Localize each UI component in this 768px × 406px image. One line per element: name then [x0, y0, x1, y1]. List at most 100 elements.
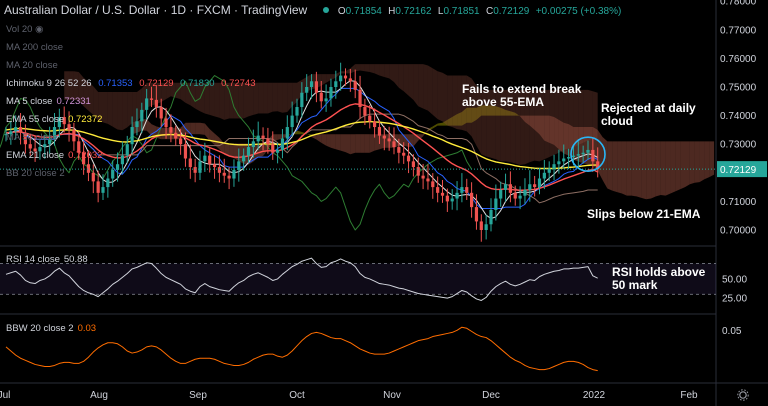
candle-body [339, 75, 343, 82]
candle-body [67, 124, 71, 130]
cloud-segment [146, 119, 152, 136]
legend-ma5-label: MA 5 close [6, 96, 53, 107]
candle-body [57, 117, 61, 128]
cloud-segment [166, 82, 171, 100]
symbol-title[interactable]: Australian Dollar / U.S. Dollar · 1D · F… [4, 3, 308, 17]
candle-body [324, 98, 328, 102]
cloud-segment [447, 117, 453, 126]
cloud-segment [413, 64, 419, 107]
legend-ema55-value: 0.72372 [68, 114, 103, 125]
candle-body [309, 81, 314, 87]
cloud-segment [466, 107, 472, 123]
cloud-segment [636, 141, 642, 198]
candle-body [586, 149, 590, 153]
cloud-segment [93, 86, 99, 121]
candle-body [528, 184, 532, 190]
candle-body [91, 172, 95, 182]
candle-body [503, 184, 508, 190]
gear-icon[interactable] [737, 389, 749, 401]
cloud-segment [505, 109, 511, 116]
legend-vol[interactable]: Vol 20 ◉ [6, 24, 43, 35]
cloud-segment [588, 89, 593, 141]
legend-rsi[interactable]: RSI 14 close 50.88 [6, 254, 88, 265]
candle-body [484, 224, 488, 230]
time-tick-label: Oct [289, 390, 305, 401]
last-price-label: 0.72129 [720, 165, 757, 176]
cloud-segment [641, 141, 647, 200]
cloud-segment [103, 92, 108, 124]
cloud-segment [321, 134, 327, 146]
price-tick-label: 0.78000 [720, 0, 757, 8]
cloud-segment [418, 64, 424, 109]
candle-body [363, 107, 367, 116]
cloud-segment [326, 74, 331, 83]
cloud-segment [578, 89, 584, 145]
candle-body [499, 189, 503, 199]
ohlc-high-value: 0.72162 [395, 6, 432, 17]
time-tick-label: 2022 [583, 390, 606, 401]
cloud-segment [631, 141, 637, 197]
candle-body [115, 164, 120, 170]
cloud-segment [665, 141, 671, 196]
legend-ema21[interactable]: EMA 21 close 0.72032 [6, 150, 102, 161]
cloud-segment [185, 122, 191, 135]
eye-icon[interactable]: ◉ [35, 24, 44, 35]
cloud-segment [486, 104, 491, 116]
legend-ma50[interactable]: MA 50 close [6, 132, 58, 143]
cloud-segment [180, 82, 186, 103]
cloud-segment [224, 82, 230, 120]
candle-body [533, 184, 537, 188]
time-tick-label: Feb [680, 390, 698, 401]
candle-body [242, 155, 246, 162]
cloud-segment [195, 82, 200, 112]
candle-body [72, 129, 76, 142]
ohlc-low-value: 0.71851 [443, 6, 480, 17]
cloud-segment [73, 71, 79, 101]
cloud-segment [573, 89, 579, 148]
ohlc-change-value: +0.00275 (+0.38%) [535, 6, 622, 17]
cloud-segment [651, 141, 656, 199]
candle-body [581, 152, 585, 155]
cloud-segment [408, 134, 414, 148]
candle-body [334, 81, 338, 87]
chikou-span-line [0, 75, 473, 231]
legend-bb[interactable]: BB 20 close 2 [6, 168, 65, 179]
cloud-segment [384, 64, 390, 79]
candle-body [232, 169, 236, 179]
candle-body [343, 75, 348, 79]
price-tick-label: 0.73000 [720, 140, 757, 151]
cloud-segment [151, 124, 157, 138]
candle-body [169, 127, 173, 133]
legend-ichimoku[interactable]: Ichimoku 9 26 52 26 0.71353 0.72129 0.71… [6, 78, 256, 89]
cloud-segment [360, 64, 365, 72]
candle-body [406, 155, 411, 162]
legend-ma200[interactable]: MA 200 close [6, 42, 63, 53]
candle-body [518, 195, 522, 199]
cloud-segment [364, 64, 370, 72]
cloud-segment [350, 64, 356, 74]
candle-body [77, 141, 81, 153]
cloud-segment [680, 141, 685, 190]
legend-bbw[interactable]: BBW 20 close 2 0.03 [6, 323, 96, 334]
candle-body [440, 192, 445, 196]
cloud-segment [403, 64, 409, 96]
legend-ma20[interactable]: MA 20 close [6, 60, 58, 71]
price-tick-label: 0.70000 [720, 226, 757, 237]
cloud-segment [694, 141, 700, 183]
legend-ma5[interactable]: MA 5 close 0.72331 [6, 96, 91, 107]
rsi-tick-label: 50.00 [722, 274, 747, 285]
cloud-segment [563, 122, 569, 156]
cloud-segment [432, 123, 438, 129]
candle-body [421, 175, 425, 179]
cloud-segment [253, 82, 259, 115]
candle-body [305, 87, 309, 93]
cloud-segment [476, 105, 482, 120]
cloud-segment [355, 134, 361, 153]
legend-ema55[interactable]: EMA 55 close 0.72372 [6, 114, 102, 125]
candle-body [329, 87, 333, 99]
rsi-tick-label: 25.00 [722, 294, 747, 305]
time-tick-label: Nov [383, 390, 401, 401]
cloud-segment [481, 104, 487, 116]
candle-body [222, 172, 226, 176]
